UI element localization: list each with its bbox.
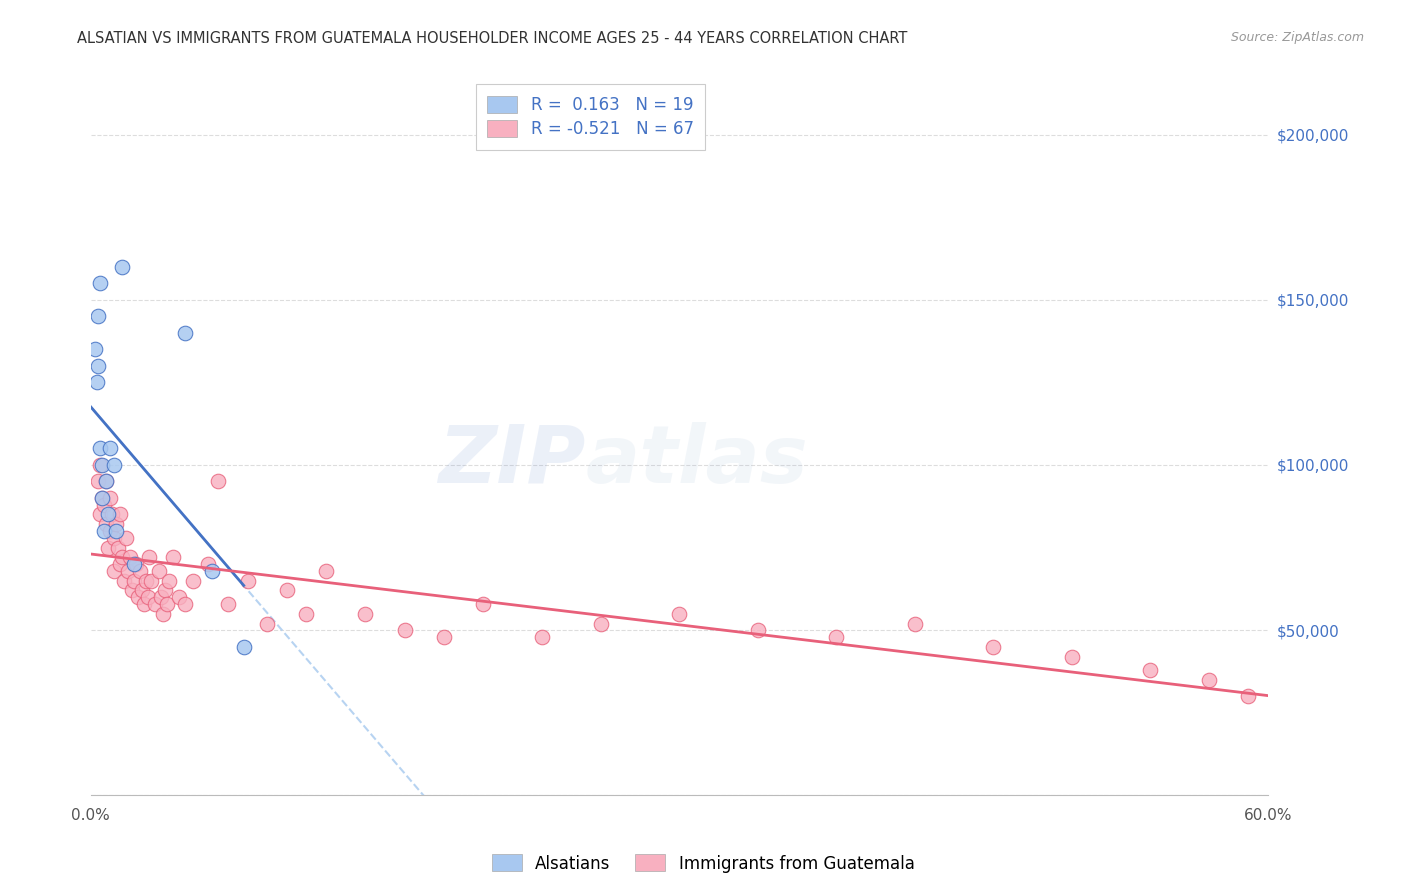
Point [89,277,111,291]
Point [256,616,278,631]
Text: ZIP: ZIP [437,422,585,500]
Point [145,597,167,611]
Point [315,564,337,578]
Point [105,517,128,532]
Point [105,524,128,538]
Point [128,564,150,578]
Point [354,607,377,621]
Point [236,574,259,588]
Point [96,475,118,489]
Point [141,574,163,588]
Point [472,597,495,611]
Point [132,597,155,611]
Point [115,531,138,545]
Point [1198,673,1220,687]
Point [107,541,129,555]
Point [98,524,121,538]
Point [276,583,298,598]
Point [157,574,180,588]
Point [207,475,229,489]
Point [87,310,110,324]
Point [153,583,176,598]
Point [87,475,110,489]
Point [232,640,254,654]
Point [152,607,174,621]
Point [97,508,120,522]
Point [136,590,159,604]
Point [108,557,131,571]
Point [87,359,110,373]
Point [150,590,173,604]
Point [197,557,219,571]
Point [173,597,195,611]
Legend: Alsatians, Immigrants from Guatemala: Alsatians, Immigrants from Guatemala [485,847,921,880]
Point [125,557,148,571]
Point [111,550,134,565]
Point [825,630,848,644]
Point [112,574,135,588]
Point [162,550,184,565]
Point [117,564,139,578]
Point [89,442,111,456]
Point [173,326,195,340]
Point [1060,649,1083,664]
Point [97,541,120,555]
Point [103,458,125,472]
Point [89,458,111,472]
Point [91,491,114,505]
Point [295,607,318,621]
Point [91,458,114,472]
Point [108,508,131,522]
Point [201,564,224,578]
Point [138,550,160,565]
Text: Source: ZipAtlas.com: Source: ZipAtlas.com [1230,31,1364,45]
Point [217,597,239,611]
Point [101,508,124,522]
Point [98,491,121,505]
Point [118,550,141,565]
Point [103,531,125,545]
Point [86,376,108,390]
Point [156,597,179,611]
Legend: R =  0.163   N = 19, R = -0.521   N = 67: R = 0.163 N = 19, R = -0.521 N = 67 [475,84,706,150]
Point [89,508,111,522]
Point [93,498,115,512]
Point [983,640,1005,654]
Point [96,475,118,489]
Point [394,623,416,637]
Point [148,564,170,578]
Point [91,491,114,505]
Point [121,583,143,598]
Point [96,517,118,532]
Point [111,260,134,274]
Point [135,574,157,588]
Point [167,590,190,604]
Point [98,442,121,456]
Text: atlas: atlas [585,422,808,500]
Point [904,616,927,631]
Point [122,557,145,571]
Point [530,630,553,644]
Point [93,524,115,538]
Point [103,564,125,578]
Point [589,616,612,631]
Point [127,590,149,604]
Point [747,623,769,637]
Point [122,574,145,588]
Point [1139,663,1161,677]
Point [433,630,456,644]
Point [1237,689,1260,703]
Point [668,607,690,621]
Point [83,343,105,357]
Text: ALSATIAN VS IMMIGRANTS FROM GUATEMALA HOUSEHOLDER INCOME AGES 25 - 44 YEARS CORR: ALSATIAN VS IMMIGRANTS FROM GUATEMALA HO… [77,31,908,46]
Point [131,583,153,598]
Point [181,574,204,588]
